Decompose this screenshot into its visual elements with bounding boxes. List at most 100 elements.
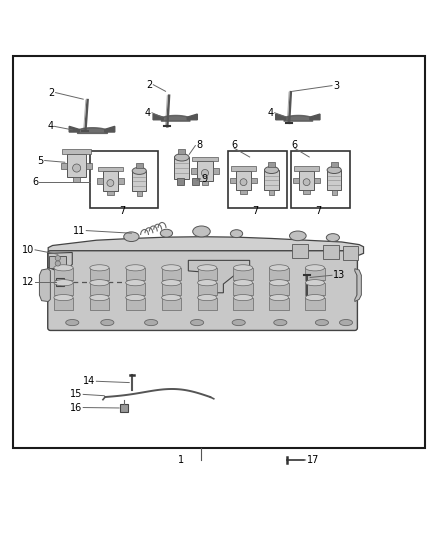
Bar (126, 282, 145, 295)
Ellipse shape (191, 319, 204, 326)
Circle shape (55, 261, 60, 266)
Bar (293, 177, 299, 183)
Text: 14: 14 (83, 376, 95, 386)
Bar (49, 255, 66, 268)
Bar (343, 246, 358, 260)
Bar (97, 179, 102, 184)
Polygon shape (188, 260, 250, 293)
Ellipse shape (327, 166, 341, 174)
Bar (332, 190, 337, 195)
Bar (198, 268, 217, 280)
Ellipse shape (233, 280, 253, 286)
Bar (62, 149, 92, 155)
Ellipse shape (132, 167, 146, 174)
Bar (174, 157, 189, 179)
Text: 1: 1 (178, 455, 184, 465)
Bar (192, 157, 218, 161)
FancyBboxPatch shape (48, 251, 357, 330)
Ellipse shape (126, 265, 145, 271)
Ellipse shape (269, 265, 289, 271)
Text: 4: 4 (47, 122, 53, 131)
Bar (126, 268, 145, 280)
Polygon shape (310, 114, 320, 120)
Text: 3: 3 (333, 80, 339, 91)
Bar (291, 151, 350, 208)
Bar (305, 268, 325, 280)
Ellipse shape (305, 280, 325, 286)
Bar (86, 163, 92, 169)
Ellipse shape (124, 232, 139, 241)
Ellipse shape (145, 319, 158, 326)
Text: 10: 10 (22, 245, 34, 255)
Bar (314, 177, 320, 183)
Bar (191, 168, 197, 174)
Bar (162, 282, 181, 295)
Text: 16: 16 (70, 402, 82, 413)
Ellipse shape (54, 295, 73, 301)
Circle shape (107, 180, 114, 187)
Ellipse shape (162, 295, 181, 301)
Bar (126, 297, 145, 310)
Text: 8: 8 (196, 140, 202, 150)
Polygon shape (153, 114, 163, 120)
Polygon shape (187, 114, 197, 120)
Text: 11: 11 (73, 225, 85, 236)
Bar (331, 163, 338, 167)
Bar (56, 278, 64, 286)
Ellipse shape (101, 319, 114, 326)
Bar (230, 177, 236, 183)
Ellipse shape (315, 319, 328, 326)
Bar (162, 268, 181, 280)
Ellipse shape (162, 265, 181, 271)
Bar (228, 151, 287, 208)
Polygon shape (39, 269, 50, 302)
Bar (192, 179, 199, 185)
Bar (269, 190, 274, 195)
Ellipse shape (230, 230, 243, 238)
Bar (268, 163, 275, 167)
Bar (67, 155, 86, 177)
Bar (304, 190, 310, 194)
Bar (233, 297, 253, 310)
Bar (198, 282, 217, 295)
Bar (269, 268, 289, 280)
Ellipse shape (269, 295, 289, 301)
Bar (54, 297, 73, 310)
Bar (118, 179, 124, 184)
Text: 17: 17 (307, 455, 319, 465)
Polygon shape (48, 253, 72, 270)
Ellipse shape (162, 280, 181, 286)
Text: 7: 7 (120, 206, 126, 216)
Ellipse shape (305, 265, 325, 271)
Ellipse shape (90, 295, 109, 301)
Bar (90, 268, 109, 280)
Ellipse shape (198, 280, 217, 286)
Bar (54, 282, 73, 295)
Text: 9: 9 (201, 174, 208, 184)
Text: 13: 13 (333, 270, 345, 280)
Ellipse shape (198, 265, 217, 271)
Bar (213, 168, 219, 174)
Bar (177, 179, 184, 185)
Text: 2: 2 (49, 87, 55, 98)
Polygon shape (48, 237, 364, 261)
Text: 15: 15 (70, 390, 82, 399)
Ellipse shape (174, 154, 189, 161)
Polygon shape (69, 126, 79, 132)
Ellipse shape (265, 166, 279, 174)
Bar (90, 151, 158, 208)
Bar (269, 282, 289, 295)
Bar (305, 282, 325, 295)
Bar (233, 282, 253, 295)
Text: 2: 2 (146, 80, 152, 90)
Text: 5: 5 (38, 156, 44, 166)
Text: 7: 7 (315, 206, 321, 216)
Ellipse shape (90, 265, 109, 271)
Text: 4: 4 (145, 108, 151, 118)
Ellipse shape (233, 265, 253, 271)
Ellipse shape (193, 226, 210, 237)
Bar (73, 177, 80, 182)
Ellipse shape (326, 233, 339, 241)
Ellipse shape (90, 280, 109, 286)
Bar (102, 172, 118, 191)
